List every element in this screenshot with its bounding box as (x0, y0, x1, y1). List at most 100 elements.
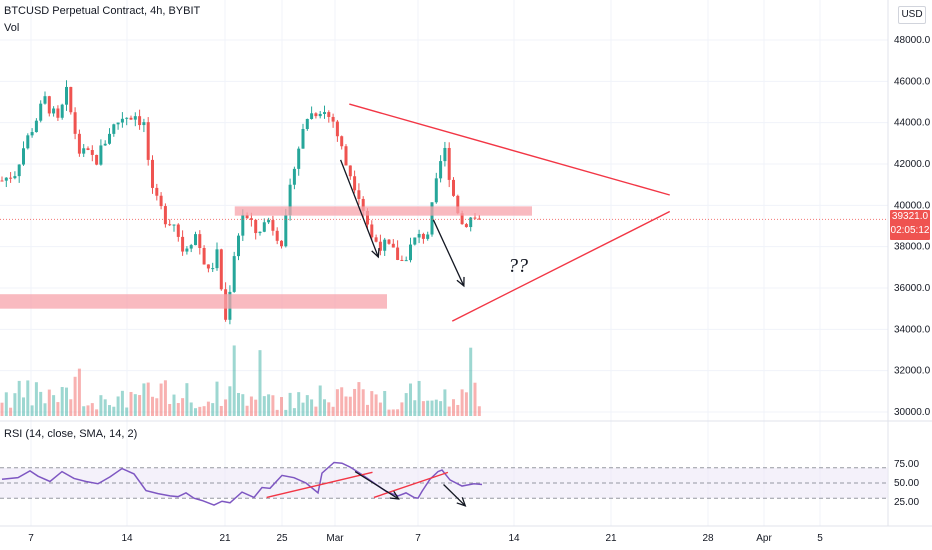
candle-body-4 (17, 164, 21, 177)
volume-bar-94 (404, 393, 408, 416)
time-axis-label-10: 5 (817, 533, 823, 544)
candle-body-105 (452, 179, 455, 196)
candle-body-21 (90, 150, 94, 155)
chart-title: BTCUSD Perpetual Contract, 4h, BYBIT (4, 5, 201, 17)
price-axis-label-6: 36000.0 (894, 283, 931, 294)
candle-body-0 (0, 180, 4, 182)
candle-body-88 (378, 241, 382, 251)
volume-bar-10 (43, 403, 47, 416)
support-zone-1 (0, 294, 387, 309)
bar-countdown: 02:05:12 (890, 225, 930, 236)
candle-body-31 (133, 116, 137, 120)
candle-body-73 (314, 113, 318, 117)
last-price-value: 39321.0 (891, 211, 929, 222)
volume-bar-47 (202, 406, 206, 416)
volume-bar-76 (327, 402, 331, 416)
candle-body-13 (56, 108, 60, 118)
candle-body-49 (211, 268, 215, 270)
candle-body-26 (112, 124, 116, 134)
price-axis-label-8: 32000.0 (894, 366, 931, 377)
candle-body-35 (151, 159, 154, 188)
volume-bar-9 (39, 391, 43, 416)
candle-body-55 (237, 235, 240, 257)
candle-body-68 (292, 168, 296, 185)
volume-bar-45 (194, 408, 197, 416)
candle-body-54 (232, 256, 236, 292)
volume-bar-38 (163, 380, 167, 416)
volume-bar-12 (52, 395, 56, 416)
time-axis-label-3: 25 (276, 533, 288, 544)
volume-bar-99 (426, 400, 430, 416)
candle-body-28 (120, 118, 124, 123)
volume-bar-55 (237, 392, 240, 416)
currency-selector[interactable]: USD (898, 6, 926, 24)
candle-body-39 (168, 224, 172, 226)
volume-bar-107 (460, 389, 464, 416)
candle-body-84 (361, 198, 365, 211)
volume-bar-103 (443, 389, 447, 416)
candle-body-51 (219, 249, 223, 290)
volume-bar-32 (138, 395, 142, 416)
candle-body-15 (65, 86, 68, 105)
candle-body-64 (275, 230, 279, 241)
volume-bar-30 (129, 391, 133, 416)
rsi-arrow-0-head (389, 490, 400, 500)
candle-body-81 (348, 165, 352, 177)
candle-body-106 (456, 195, 460, 214)
rsi-axis-label-2: 25.00 (894, 497, 919, 508)
candle-body-36 (155, 187, 159, 196)
candle-body-29 (125, 117, 129, 119)
volume-bar-27 (116, 396, 120, 416)
volume-bar-37 (159, 383, 163, 416)
volume-bar-75 (323, 399, 326, 416)
volume-bar-63 (271, 395, 275, 416)
candle-body-23 (99, 145, 103, 165)
candle-body-79 (340, 136, 344, 147)
candle-body-38 (163, 206, 167, 225)
candle-body-17 (73, 112, 77, 134)
volume-bar-26 (112, 406, 116, 416)
candle-body-111 (477, 218, 481, 220)
price-axis-label-2: 44000.0 (894, 118, 931, 129)
volume-bar-84 (361, 389, 365, 416)
volume-bar-78 (335, 389, 339, 416)
volume-bar-85 (366, 404, 369, 416)
candle-body-103 (443, 147, 447, 162)
candle-body-83 (357, 190, 361, 199)
volume-bar-105 (452, 399, 455, 416)
volume-bar-59 (254, 399, 258, 416)
volume-bar-54 (232, 345, 236, 416)
candle-body-27 (116, 122, 120, 125)
candle-body-7 (30, 132, 34, 136)
candle-body-16 (69, 86, 73, 113)
volume-bar-104 (447, 406, 451, 416)
volume-bar-95 (409, 383, 412, 416)
volume-bar-36 (155, 398, 159, 416)
volume-bar-50 (215, 381, 219, 416)
volume-bar-97 (417, 380, 421, 416)
candle-body-48 (206, 264, 210, 269)
candle-body-109 (469, 217, 473, 228)
candle-body-94 (404, 260, 408, 262)
candle-body-102 (439, 161, 443, 179)
volume-bar-80 (344, 396, 348, 416)
volume-bar-21 (90, 403, 94, 416)
candle-body-107 (460, 213, 464, 225)
volume-bar-87 (374, 394, 378, 416)
rsi-arrow-1-head (456, 497, 467, 507)
volume-bar-89 (383, 390, 387, 416)
time-axis-label-6: 14 (508, 533, 520, 544)
price-axis-label-9: 30000.0 (894, 407, 931, 418)
volume-bar-73 (314, 406, 318, 416)
volume-bar-25 (108, 405, 111, 416)
volume-bar-46 (198, 406, 202, 416)
candle-body-86 (370, 224, 374, 238)
candle-body-33 (142, 122, 146, 126)
candle-body-45 (194, 234, 197, 246)
price-arrow-0-shaft (339, 159, 379, 258)
candle-body-92 (396, 247, 400, 260)
volume-bar-86 (370, 391, 374, 416)
candle-body-30 (129, 117, 133, 120)
volume-bar-31 (133, 394, 137, 416)
